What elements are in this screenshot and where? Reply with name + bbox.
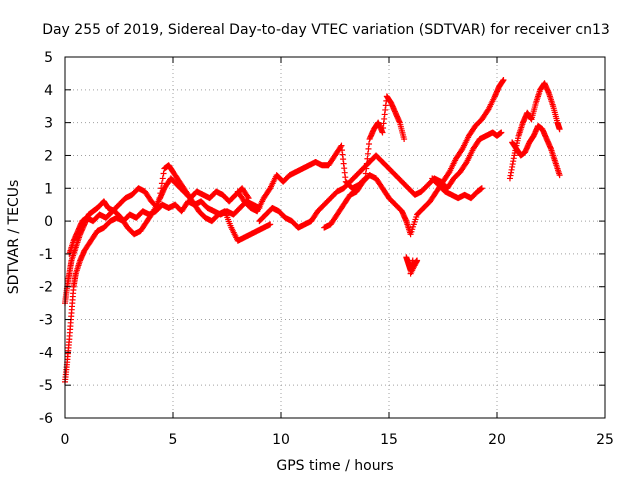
series-track-c: [66, 162, 274, 257]
data-point: [500, 76, 507, 83]
data-point: [267, 221, 274, 228]
x-tick-label: 0: [61, 432, 70, 448]
data-point: [409, 257, 416, 264]
data-points: [62, 76, 563, 385]
y-axis-label: SDTVAR / TECUs: [6, 180, 22, 295]
data-point: [244, 193, 251, 200]
data-point: [245, 195, 252, 202]
y-tick-label: 2: [44, 148, 53, 164]
series-track-e: [256, 129, 505, 231]
y-tick-label: -3: [39, 313, 53, 329]
series-track-f: [321, 76, 507, 238]
axis-ticks: -6 -5 -4 -3 -2 -1 0 1 2 3 4 5 0 5 10 15 20 25: [39, 50, 614, 448]
data-point: [498, 129, 505, 136]
x-tick-label: 15: [380, 432, 398, 448]
data-point: [160, 170, 167, 177]
chart-title: Day 255 of 2019, Sidereal Day-to-day VTE…: [42, 22, 610, 38]
x-tick-label: 10: [272, 432, 290, 448]
y-tick-label: -4: [39, 345, 53, 361]
y-tick-label: 1: [44, 181, 53, 197]
series-track-g: [403, 254, 421, 277]
grid: [65, 57, 605, 418]
data-point: [159, 175, 166, 182]
data-point: [156, 195, 163, 202]
data-point: [401, 136, 408, 143]
plot-frame: [64, 56, 606, 419]
y-tick-label: -2: [39, 280, 53, 296]
x-tick-label: 20: [488, 432, 506, 448]
y-tick-label: 4: [44, 83, 53, 99]
data-point: [157, 190, 164, 197]
data-point: [155, 200, 162, 207]
data-point: [158, 185, 165, 192]
data-point: [556, 172, 563, 179]
data-point: [556, 126, 563, 133]
y-tick-label: 5: [44, 50, 53, 66]
data-point: [478, 185, 485, 192]
x-tick-label: 25: [596, 432, 614, 448]
y-tick-label: 3: [44, 116, 53, 132]
y-tick-label: 0: [44, 214, 53, 230]
data-point: [337, 143, 344, 150]
series-track-d: [234, 93, 408, 215]
y-tick-label: -6: [39, 411, 53, 427]
data-point: [154, 204, 161, 211]
series-track-h: [429, 175, 485, 202]
y-tick-label: -5: [39, 378, 53, 394]
data-point: [158, 180, 165, 187]
x-axis-label: GPS time / hours: [276, 458, 393, 474]
data-point: [154, 204, 161, 211]
series-track-j: [509, 122, 563, 179]
x-tick-label: 5: [169, 432, 178, 448]
y-tick-label: -1: [39, 247, 53, 263]
